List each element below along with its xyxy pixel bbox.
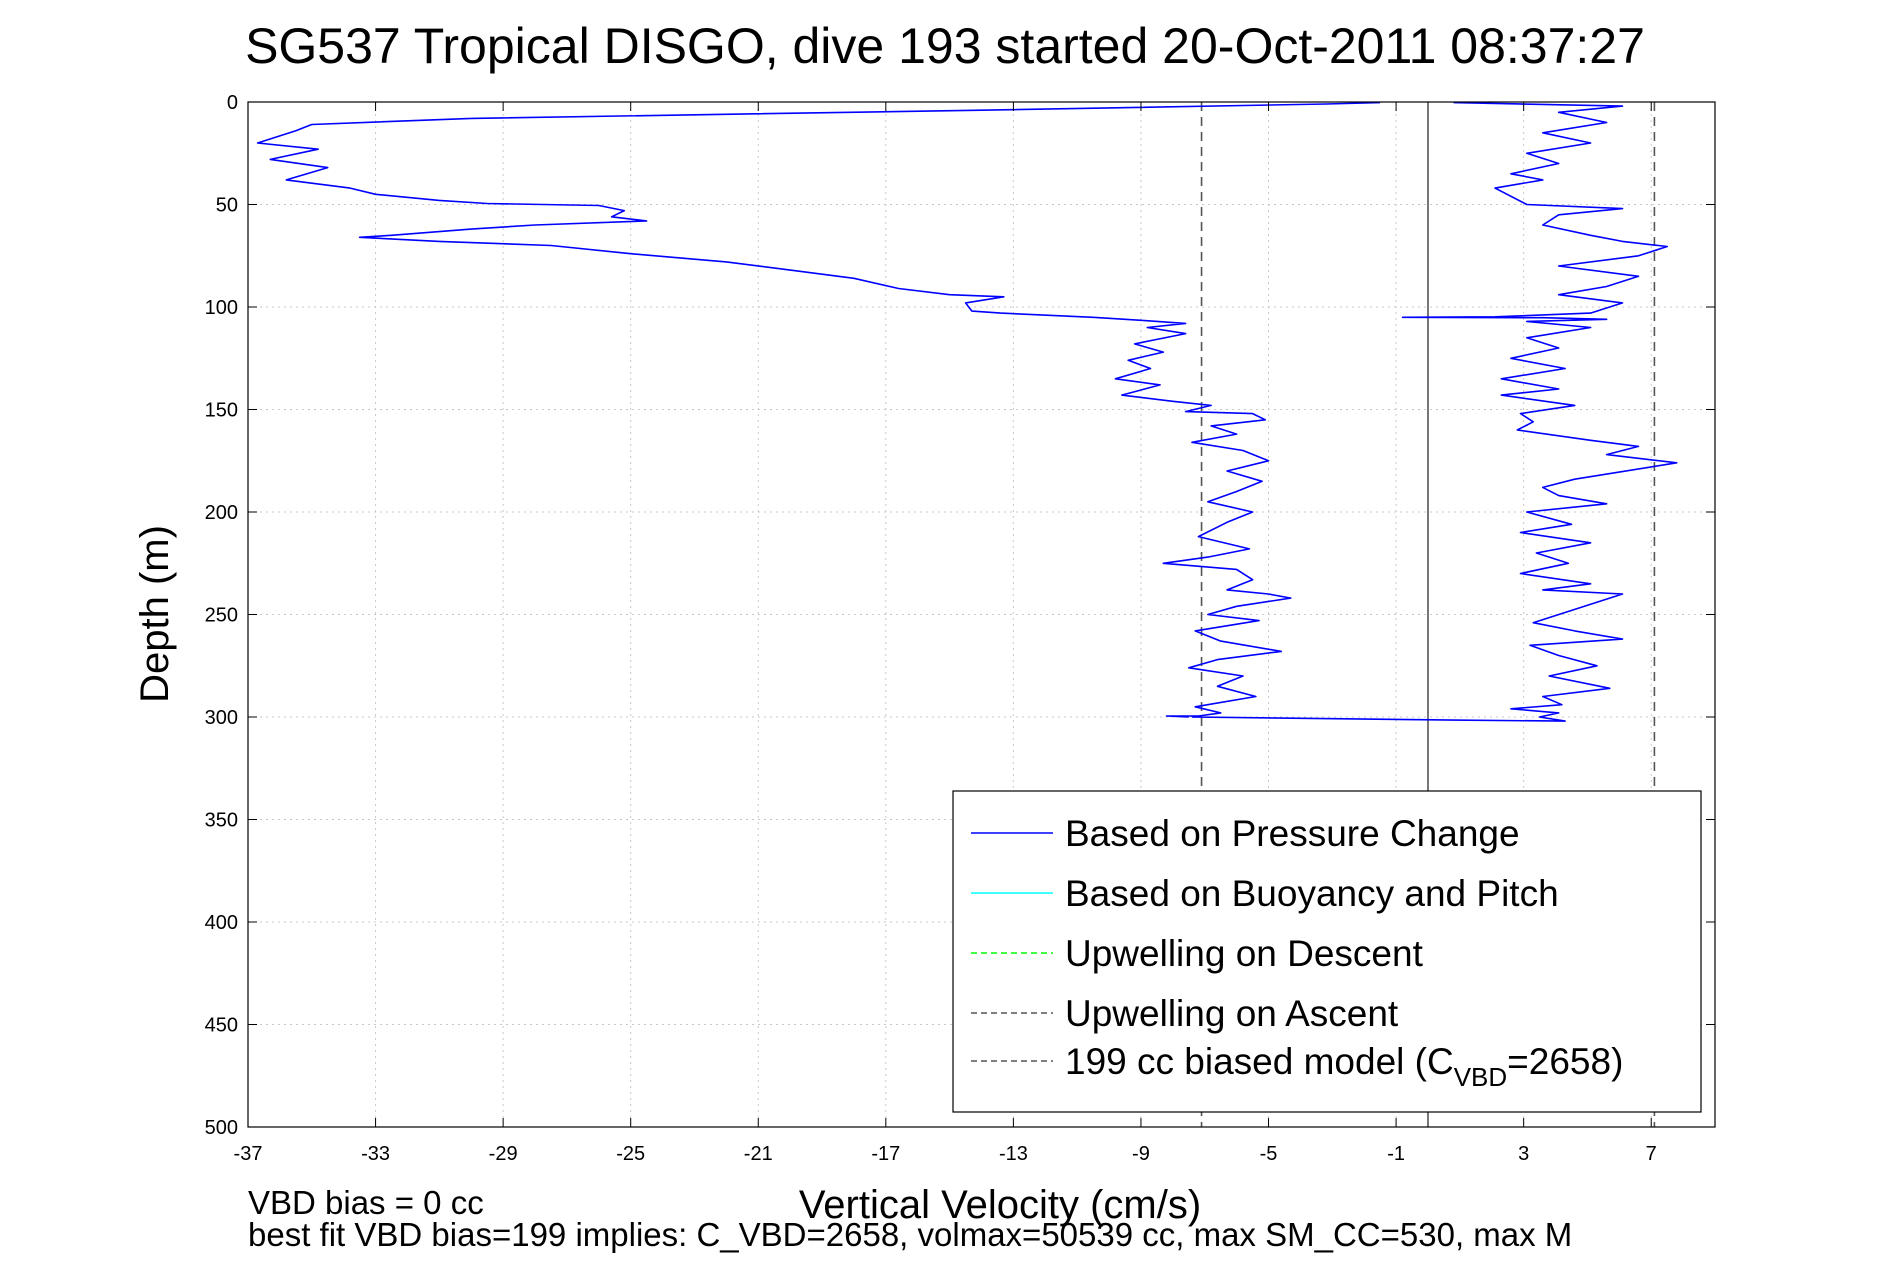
y-tick-label: 300 (205, 707, 238, 729)
legend-entry-label: Upwelling on Ascent (1065, 993, 1399, 1034)
legend-box (952, 790, 1702, 1113)
y-tick-label: 100 (205, 297, 238, 319)
x-tick-label: -33 (361, 1143, 390, 1165)
x-ticks: -37 -33 -29 -25 -21 -17 -13 -9 -5 -1 3 7 (234, 102, 1657, 1165)
legend-entry-label: 199 cc biased model (CVBD=2658) (1065, 1041, 1623, 1092)
y-tick-label: 200 (205, 502, 238, 524)
y-tick-label: 0 (227, 92, 238, 114)
x-tick-label: -1 (1387, 1143, 1405, 1165)
x-tick-label: -13 (999, 1143, 1028, 1165)
y-tick-label: 50 (216, 195, 238, 217)
x-tick-label: 3 (1518, 1143, 1529, 1165)
footer-line-1: VBD bias = 0 cc (248, 1184, 484, 1221)
x-tick-label: -17 (871, 1143, 900, 1165)
footer-line-2: best fit VBD bias=199 implies: C_VBD=265… (248, 1216, 1572, 1253)
y-tick-label: 150 (205, 400, 238, 422)
x-tick-label: 7 (1646, 1143, 1657, 1165)
series-layer (256, 101, 1678, 722)
x-tick-label: -37 (234, 1143, 263, 1165)
x-tick-label: -5 (1260, 1143, 1278, 1165)
series-line-ascent (1191, 101, 1678, 722)
y-axis-label: Depth (m) (133, 525, 177, 703)
y-tick-label: 350 (205, 810, 238, 832)
y-tick-label: 450 (205, 1015, 238, 1037)
legend-entry-label: Based on Pressure Change (1065, 813, 1520, 854)
x-axis-label: Vertical Velocity (cm/s) (799, 1183, 1201, 1227)
x-tick-label: -21 (744, 1143, 773, 1165)
x-tick-label: -9 (1132, 1143, 1150, 1165)
y-tick-label: 250 (205, 605, 238, 627)
y-tick-label: 500 (205, 1117, 238, 1139)
y-ticks: 0 50 100 150 200 250 300 350 400 450 500 (205, 92, 1715, 1139)
x-tick-label: -25 (616, 1143, 645, 1165)
legend: Based on Pressure Change Based on Buoyanc… (952, 790, 1702, 1113)
legend-entry-label: Based on Buoyancy and Pitch (1065, 873, 1559, 914)
x-tick-label: -29 (489, 1143, 518, 1165)
legend-entry-label: Upwelling on Descent (1065, 933, 1424, 974)
y-tick-label: 400 (205, 912, 238, 934)
series-line-descent (256, 101, 1381, 718)
chart-title: SG537 Tropical DISGO, dive 193 started 2… (245, 18, 1645, 74)
